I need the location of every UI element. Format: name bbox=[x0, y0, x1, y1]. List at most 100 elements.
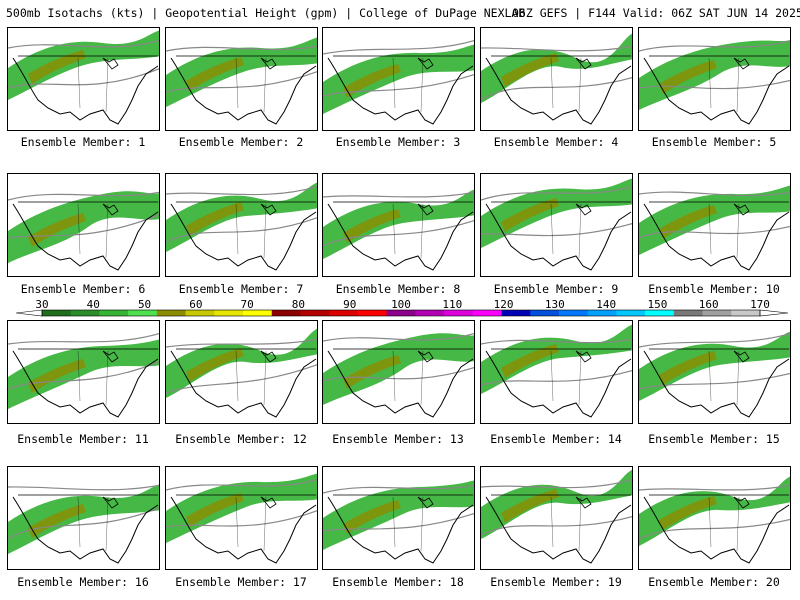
ensemble-panel-3 bbox=[322, 27, 475, 131]
colorbar-swatch bbox=[271, 310, 301, 316]
jet-core bbox=[186, 348, 244, 382]
jet-core bbox=[343, 355, 401, 389]
height-contour-2 bbox=[8, 332, 159, 345]
jet-core bbox=[28, 213, 86, 247]
member-label: Ensemble Member: 10 bbox=[648, 282, 780, 296]
map-6 bbox=[8, 191, 159, 271]
jet-band bbox=[8, 30, 159, 100]
map-8 bbox=[323, 189, 474, 271]
height-contour bbox=[481, 76, 632, 101]
height-contour bbox=[166, 71, 317, 93]
colorbar-tick-label: 120 bbox=[493, 298, 514, 311]
member-label: Ensemble Member: 16 bbox=[17, 575, 149, 589]
ensemble-panel-4 bbox=[480, 27, 633, 131]
colorbar-swatch bbox=[42, 310, 72, 316]
member-label: Ensemble Member: 7 bbox=[178, 282, 304, 296]
colorbar-tick-label: 90 bbox=[343, 298, 357, 311]
jet-band bbox=[481, 324, 632, 394]
great-lakes bbox=[417, 496, 434, 509]
state-line bbox=[392, 203, 424, 259]
height-contour-2 bbox=[166, 338, 317, 348]
member-label: Ensemble Member: 3 bbox=[335, 135, 461, 149]
state-line bbox=[77, 350, 109, 406]
state-line bbox=[392, 57, 424, 113]
member-label: Ensemble Member: 6 bbox=[20, 282, 146, 296]
colorbar-swatch bbox=[329, 310, 359, 316]
colorbar-swatch bbox=[616, 310, 646, 316]
colorbar-tick-label: 170 bbox=[750, 298, 770, 311]
great-lakes bbox=[575, 496, 592, 509]
jet-core bbox=[659, 351, 717, 385]
member-label: Ensemble Member: 12 bbox=[175, 432, 307, 446]
jet-band bbox=[8, 484, 159, 554]
height-contour-2 bbox=[166, 185, 317, 196]
height-contour bbox=[8, 214, 159, 239]
state-line bbox=[77, 203, 109, 259]
height-contour bbox=[639, 79, 790, 90]
coastline bbox=[643, 57, 790, 125]
height-contour bbox=[166, 217, 317, 243]
map-17 bbox=[166, 473, 317, 564]
jet-band bbox=[8, 339, 159, 409]
jet-core bbox=[501, 344, 559, 378]
ensemble-panel-13 bbox=[322, 320, 475, 424]
state-line bbox=[77, 496, 109, 552]
height-contour-2 bbox=[481, 338, 632, 345]
coastline bbox=[12, 496, 159, 564]
ensemble-panel-15 bbox=[638, 320, 791, 424]
colorbar-tick-label: 70 bbox=[240, 298, 254, 311]
great-lakes bbox=[417, 57, 434, 70]
height-contour bbox=[323, 219, 474, 247]
colorbar-swatch bbox=[386, 310, 416, 316]
colorbar-swatch bbox=[558, 310, 589, 316]
coastline bbox=[327, 57, 474, 125]
ensemble-panel-5 bbox=[638, 27, 791, 131]
ensemble-panel-2 bbox=[165, 27, 318, 131]
member-label: Ensemble Member: 8 bbox=[335, 282, 461, 296]
great-lakes bbox=[102, 203, 119, 216]
member-label: Ensemble Member: 1 bbox=[20, 135, 146, 149]
colorbar-tick-label: 80 bbox=[291, 298, 306, 311]
great-lakes bbox=[733, 350, 750, 363]
map-15 bbox=[639, 331, 790, 418]
member-label: Ensemble Member: 5 bbox=[651, 135, 777, 149]
map-11 bbox=[8, 332, 159, 418]
colorbar-swatch bbox=[243, 310, 273, 316]
state-line bbox=[550, 203, 582, 259]
great-lakes bbox=[260, 203, 277, 216]
jet-core bbox=[659, 205, 717, 239]
colorbar-swatch bbox=[702, 310, 732, 316]
ensemble-panel-1 bbox=[7, 27, 160, 131]
height-contour-2 bbox=[639, 39, 790, 52]
great-lakes bbox=[260, 57, 277, 70]
coastline bbox=[327, 203, 474, 271]
map-1 bbox=[8, 30, 159, 125]
state-line bbox=[235, 57, 267, 113]
colorbar-swatch bbox=[214, 310, 244, 316]
jet-band bbox=[166, 182, 317, 252]
coastline bbox=[12, 203, 159, 271]
coastline bbox=[643, 496, 790, 564]
jet-core bbox=[28, 359, 86, 393]
state-line bbox=[392, 350, 424, 406]
height-contour bbox=[639, 372, 790, 390]
height-contour-2 bbox=[323, 332, 474, 342]
great-lakes bbox=[417, 350, 434, 363]
map-3 bbox=[323, 39, 474, 125]
great-lakes bbox=[102, 496, 119, 509]
great-lakes bbox=[575, 57, 592, 70]
ensemble-panel-7 bbox=[165, 173, 318, 277]
colorbar-tick-label: 130 bbox=[544, 298, 565, 311]
colorbar-tick-label: 150 bbox=[647, 298, 668, 311]
colorbar-tick-label: 50 bbox=[137, 298, 152, 311]
map-2 bbox=[166, 37, 317, 125]
header-run-info: 06Z GEFS | F144 Valid: 06Z SAT JUN 14 20… bbox=[512, 6, 800, 20]
great-lakes bbox=[102, 350, 119, 363]
great-lakes bbox=[260, 350, 277, 363]
ensemble-panel-6 bbox=[7, 173, 160, 277]
great-lakes bbox=[733, 496, 750, 509]
coastline bbox=[327, 350, 474, 418]
colorbar-swatch bbox=[444, 310, 474, 316]
great-lakes bbox=[575, 350, 592, 363]
height-contour bbox=[8, 68, 159, 89]
